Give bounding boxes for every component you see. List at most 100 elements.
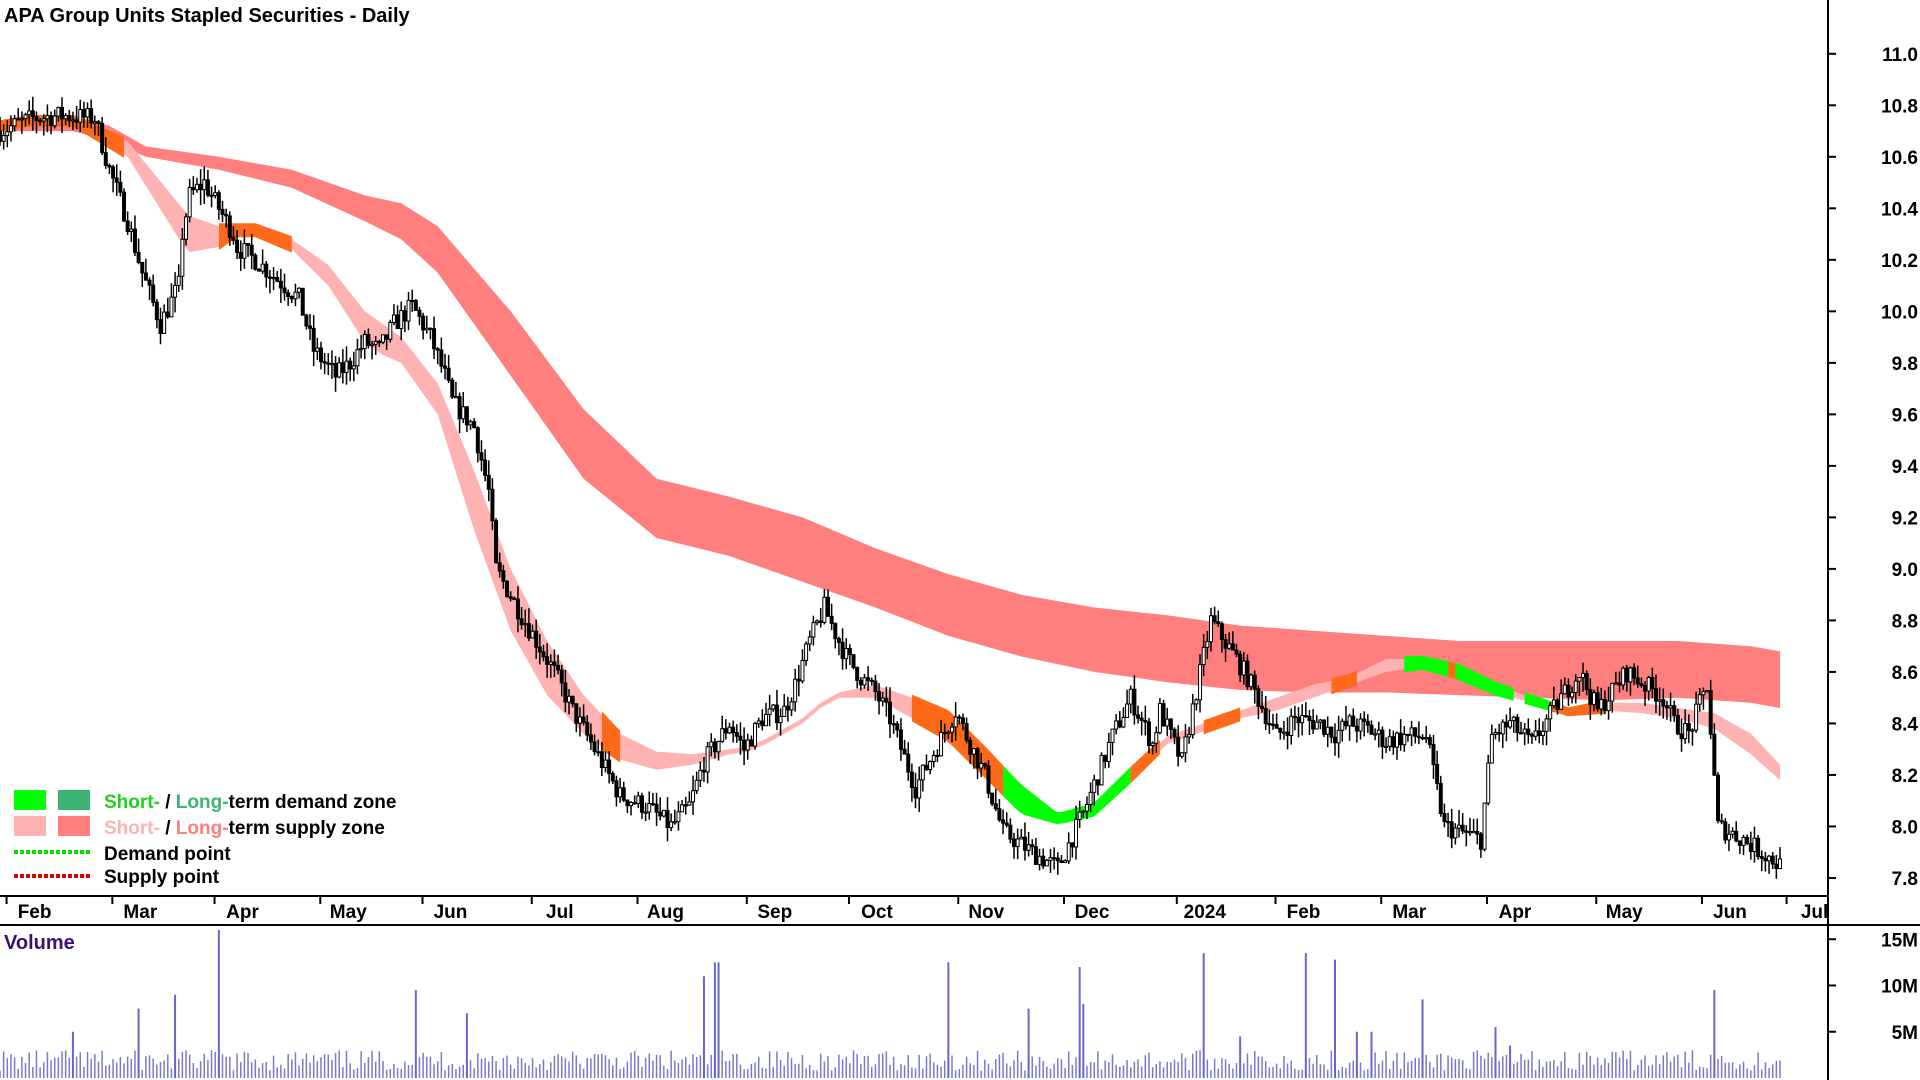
candle-body xyxy=(165,311,170,318)
candle-body xyxy=(650,803,655,806)
candle-body xyxy=(1037,855,1042,865)
candle-body xyxy=(1643,684,1648,692)
candle-body xyxy=(873,680,878,693)
candle-body xyxy=(1201,646,1206,666)
candle-body xyxy=(1548,705,1553,720)
candle-body xyxy=(698,769,703,781)
y-tick-label: 10.2 xyxy=(1881,251,1918,272)
candle-body xyxy=(1336,729,1341,744)
candle-body xyxy=(556,664,561,671)
candle-body xyxy=(1099,754,1104,786)
candle-body xyxy=(844,647,849,660)
volume-tick-label: 15M xyxy=(1881,930,1918,951)
candle-body xyxy=(483,459,488,476)
candle-body xyxy=(1446,820,1451,824)
candle-body xyxy=(1500,721,1505,735)
candle-body xyxy=(1270,723,1275,726)
candle-body xyxy=(1026,844,1031,851)
candle-body xyxy=(355,349,360,367)
candle-body xyxy=(249,244,254,256)
candle-body xyxy=(1325,726,1330,735)
candle-body xyxy=(1489,733,1494,764)
candle-body xyxy=(1395,732,1400,748)
candle-body xyxy=(147,279,152,286)
candle-body xyxy=(782,705,787,717)
candle-body xyxy=(326,362,331,365)
x-tick-label: Apr xyxy=(1499,902,1532,923)
candle-body xyxy=(297,287,302,293)
candle-body xyxy=(253,254,258,270)
candle-body xyxy=(362,334,367,350)
candle-body xyxy=(129,228,134,232)
candle-body xyxy=(774,704,779,724)
candle-body xyxy=(1555,699,1560,710)
candle-body xyxy=(205,179,210,196)
candle-body xyxy=(220,208,225,215)
candle-body xyxy=(1008,824,1013,840)
x-tick-label: Jun xyxy=(434,902,468,923)
candle-body xyxy=(902,748,907,755)
candle-body xyxy=(67,115,72,122)
candle-body xyxy=(63,115,68,120)
candle-body xyxy=(395,314,400,330)
candle-body xyxy=(380,334,385,343)
x-tick-label: Mar xyxy=(1392,902,1426,923)
candle-body xyxy=(151,284,156,303)
zone-overlay xyxy=(1331,670,1357,695)
candle-body xyxy=(1686,723,1691,732)
candle-body xyxy=(1559,693,1564,710)
candle-body xyxy=(723,728,728,734)
y-tick-label: 8.2 xyxy=(1892,766,1918,787)
candle-body xyxy=(1482,802,1487,850)
candle-body xyxy=(501,570,506,582)
candle-body xyxy=(1369,724,1374,735)
zone-overlay xyxy=(1003,765,1131,824)
candle-body xyxy=(614,780,619,798)
candle-body xyxy=(1095,779,1100,786)
candle-body xyxy=(647,803,652,813)
candle-body xyxy=(23,114,28,120)
candle-body xyxy=(1690,729,1695,732)
candle-body xyxy=(632,802,637,805)
candle-body xyxy=(669,821,674,828)
candle-body xyxy=(1416,735,1421,739)
candle-body xyxy=(705,746,710,773)
candle-body xyxy=(1333,736,1337,744)
candle-body xyxy=(1632,667,1637,679)
candle-body xyxy=(1402,733,1407,746)
candle-body xyxy=(588,734,593,743)
candle-body xyxy=(267,276,272,279)
candle-body xyxy=(1599,699,1604,710)
candle-body xyxy=(1413,727,1418,737)
candle-body xyxy=(534,630,539,648)
candle-body xyxy=(1774,863,1779,870)
candle-body xyxy=(344,360,349,374)
x-tick-label: Oct xyxy=(861,902,893,923)
candle-body xyxy=(982,762,987,767)
candle-body xyxy=(194,183,199,191)
y-tick-label: 8.0 xyxy=(1892,817,1918,838)
candle-body xyxy=(1646,677,1651,692)
candle-body xyxy=(523,623,528,626)
candle-body xyxy=(1110,728,1115,743)
candle-body xyxy=(581,716,586,723)
candle-body xyxy=(734,732,739,737)
candle-body xyxy=(1351,715,1356,727)
candle-body xyxy=(946,731,951,734)
candle-body xyxy=(913,786,918,799)
candle-body xyxy=(1424,737,1429,740)
candle-body xyxy=(1708,690,1713,735)
candle-body xyxy=(122,191,127,222)
candle-body xyxy=(472,421,477,429)
candle-body xyxy=(1208,615,1213,643)
candle-body xyxy=(796,678,801,682)
x-tick-label: Sep xyxy=(757,902,792,923)
candle-body xyxy=(1551,699,1556,707)
candle-body xyxy=(19,118,24,121)
candle-body xyxy=(1719,820,1724,823)
candle-body xyxy=(753,723,758,747)
candle-body xyxy=(1668,705,1673,709)
candle-body xyxy=(1497,732,1502,735)
candle-body xyxy=(180,238,185,277)
candle-body xyxy=(888,701,892,725)
